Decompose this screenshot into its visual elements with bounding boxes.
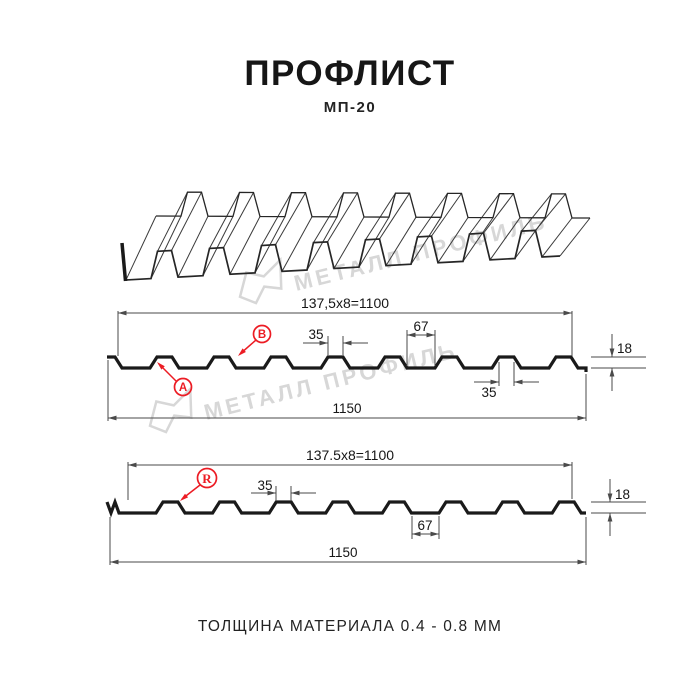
rib-edge-line: [385, 216, 417, 266]
arrowhead-icon: [267, 490, 276, 496]
arrowhead-icon: [577, 559, 586, 565]
rib-edge-line: [431, 193, 462, 237]
arrowhead-icon: [180, 493, 189, 501]
cross-section-top-dimensions: [107, 310, 646, 421]
dim-valley-top: 67: [413, 319, 428, 334]
sheet-far-edge: [155, 191, 590, 219]
arrowhead-icon: [412, 531, 421, 537]
brand-logo-icon: [148, 385, 193, 434]
arrowhead-icon: [118, 310, 127, 316]
rib-edge-line: [327, 192, 358, 243]
rib-edge-line: [417, 193, 448, 238]
arrowhead-icon: [426, 332, 435, 338]
sheet-left-cut-edge: [120, 242, 128, 282]
arrowhead-icon: [157, 362, 165, 370]
dim-module-top: 137,5x8=1100: [301, 295, 389, 311]
profile-model-label: МП-20: [323, 99, 377, 116]
material-thickness-note: ТОЛЩИНА МАТЕРИАЛА 0.4 - 0.8 ММ: [197, 618, 503, 635]
arrowhead-icon: [291, 490, 300, 496]
arrowhead-icon: [563, 310, 572, 316]
rib-edge-line: [281, 216, 313, 272]
callout-b-letter: B: [258, 329, 266, 341]
dim-overall-top: 1150: [332, 401, 361, 416]
dim-crest-bottom: 35: [257, 478, 272, 493]
callout-a-letter: A: [179, 382, 187, 394]
rib-edge-line: [177, 215, 209, 278]
callout-r-letter: R: [202, 471, 212, 486]
rib-edge-line: [209, 192, 240, 249]
watermark-1: МЕТАЛЛ ПРОФИЛЬ: [238, 209, 550, 305]
rib-edge-line: [437, 217, 469, 263]
arrowhead-icon: [609, 368, 615, 377]
watermark-brand-text: МЕТАЛЛ ПРОФИЛЬ: [201, 338, 460, 425]
callout-a-circle: [173, 377, 193, 397]
rib-edge-line: [559, 217, 591, 257]
dim-height-top: 18: [617, 341, 632, 356]
arrowhead-icon: [514, 379, 523, 385]
callout-b-circle: [252, 324, 272, 344]
rib-edge-line: [462, 217, 494, 262]
rib-edge-line: [171, 191, 202, 251]
rib-edge-line: [535, 193, 566, 231]
cross-section-bottom-outline: [105, 497, 586, 518]
rib-edge-line: [521, 193, 552, 232]
rib-edge-line: [150, 215, 182, 279]
callout-leaders: [157, 339, 257, 501]
rib-edge-line: [306, 216, 338, 271]
arrowhead-icon: [430, 531, 439, 537]
arrowhead-icon: [609, 348, 615, 357]
arrowhead-icon: [319, 340, 328, 346]
dim-valley-bottom: 67: [417, 518, 432, 533]
rib-edge-line: [541, 217, 573, 258]
arrowhead-icon: [108, 415, 117, 421]
rib-edge-line: [125, 215, 157, 281]
rib-edge-line: [379, 192, 410, 240]
dim-crest-top: 35: [308, 327, 323, 342]
sheet-near-edge: [125, 229, 561, 281]
rib-edge-line: [229, 216, 261, 275]
watermark-2: МЕТАЛЛ ПРОФИЛЬ: [148, 338, 460, 434]
arrowhead-icon: [238, 348, 246, 356]
rib-edge-line: [469, 193, 500, 235]
arrowhead-icon: [407, 332, 416, 338]
rib-edge-line: [489, 217, 521, 261]
rib-edge-line: [333, 216, 365, 269]
arrowhead-icon: [563, 462, 572, 468]
dim-crest2-top: 35: [481, 385, 496, 400]
rib-edge-line: [313, 192, 344, 243]
sheet-3d-perspective-view: [120, 191, 591, 282]
dim-height-bottom: 18: [615, 487, 630, 502]
dim-overall-bottom: 1150: [328, 545, 357, 560]
rib-edge-line: [410, 217, 442, 265]
rib-edge-line: [275, 192, 306, 245]
rib-edge-line: [483, 193, 514, 234]
arrowhead-icon: [490, 379, 499, 385]
rib-edge-line: [261, 192, 292, 246]
callout-r-circle: [196, 467, 218, 489]
top-section-profile: [107, 355, 588, 372]
bottom-section-profile: [105, 497, 586, 518]
cross-section-bottom-dimensions: [109, 462, 646, 565]
rib-edge-line: [358, 216, 390, 268]
arrowhead-icon: [607, 513, 613, 522]
arrowhead-icon: [577, 415, 586, 421]
cross-section-top-outline: [107, 355, 588, 372]
dim-module-bottom: 137.5x8=1100: [306, 447, 394, 463]
arrowhead-icon: [607, 493, 613, 502]
arrowhead-icon: [343, 340, 352, 346]
rib-edge-line: [223, 192, 254, 248]
arrowhead-icon: [128, 462, 137, 468]
arrowhead-icon: [110, 559, 119, 565]
page-title: ПРОФЛИСТ: [244, 54, 456, 93]
rib-edge-line: [202, 216, 234, 276]
rib-edge-line: [157, 191, 188, 252]
